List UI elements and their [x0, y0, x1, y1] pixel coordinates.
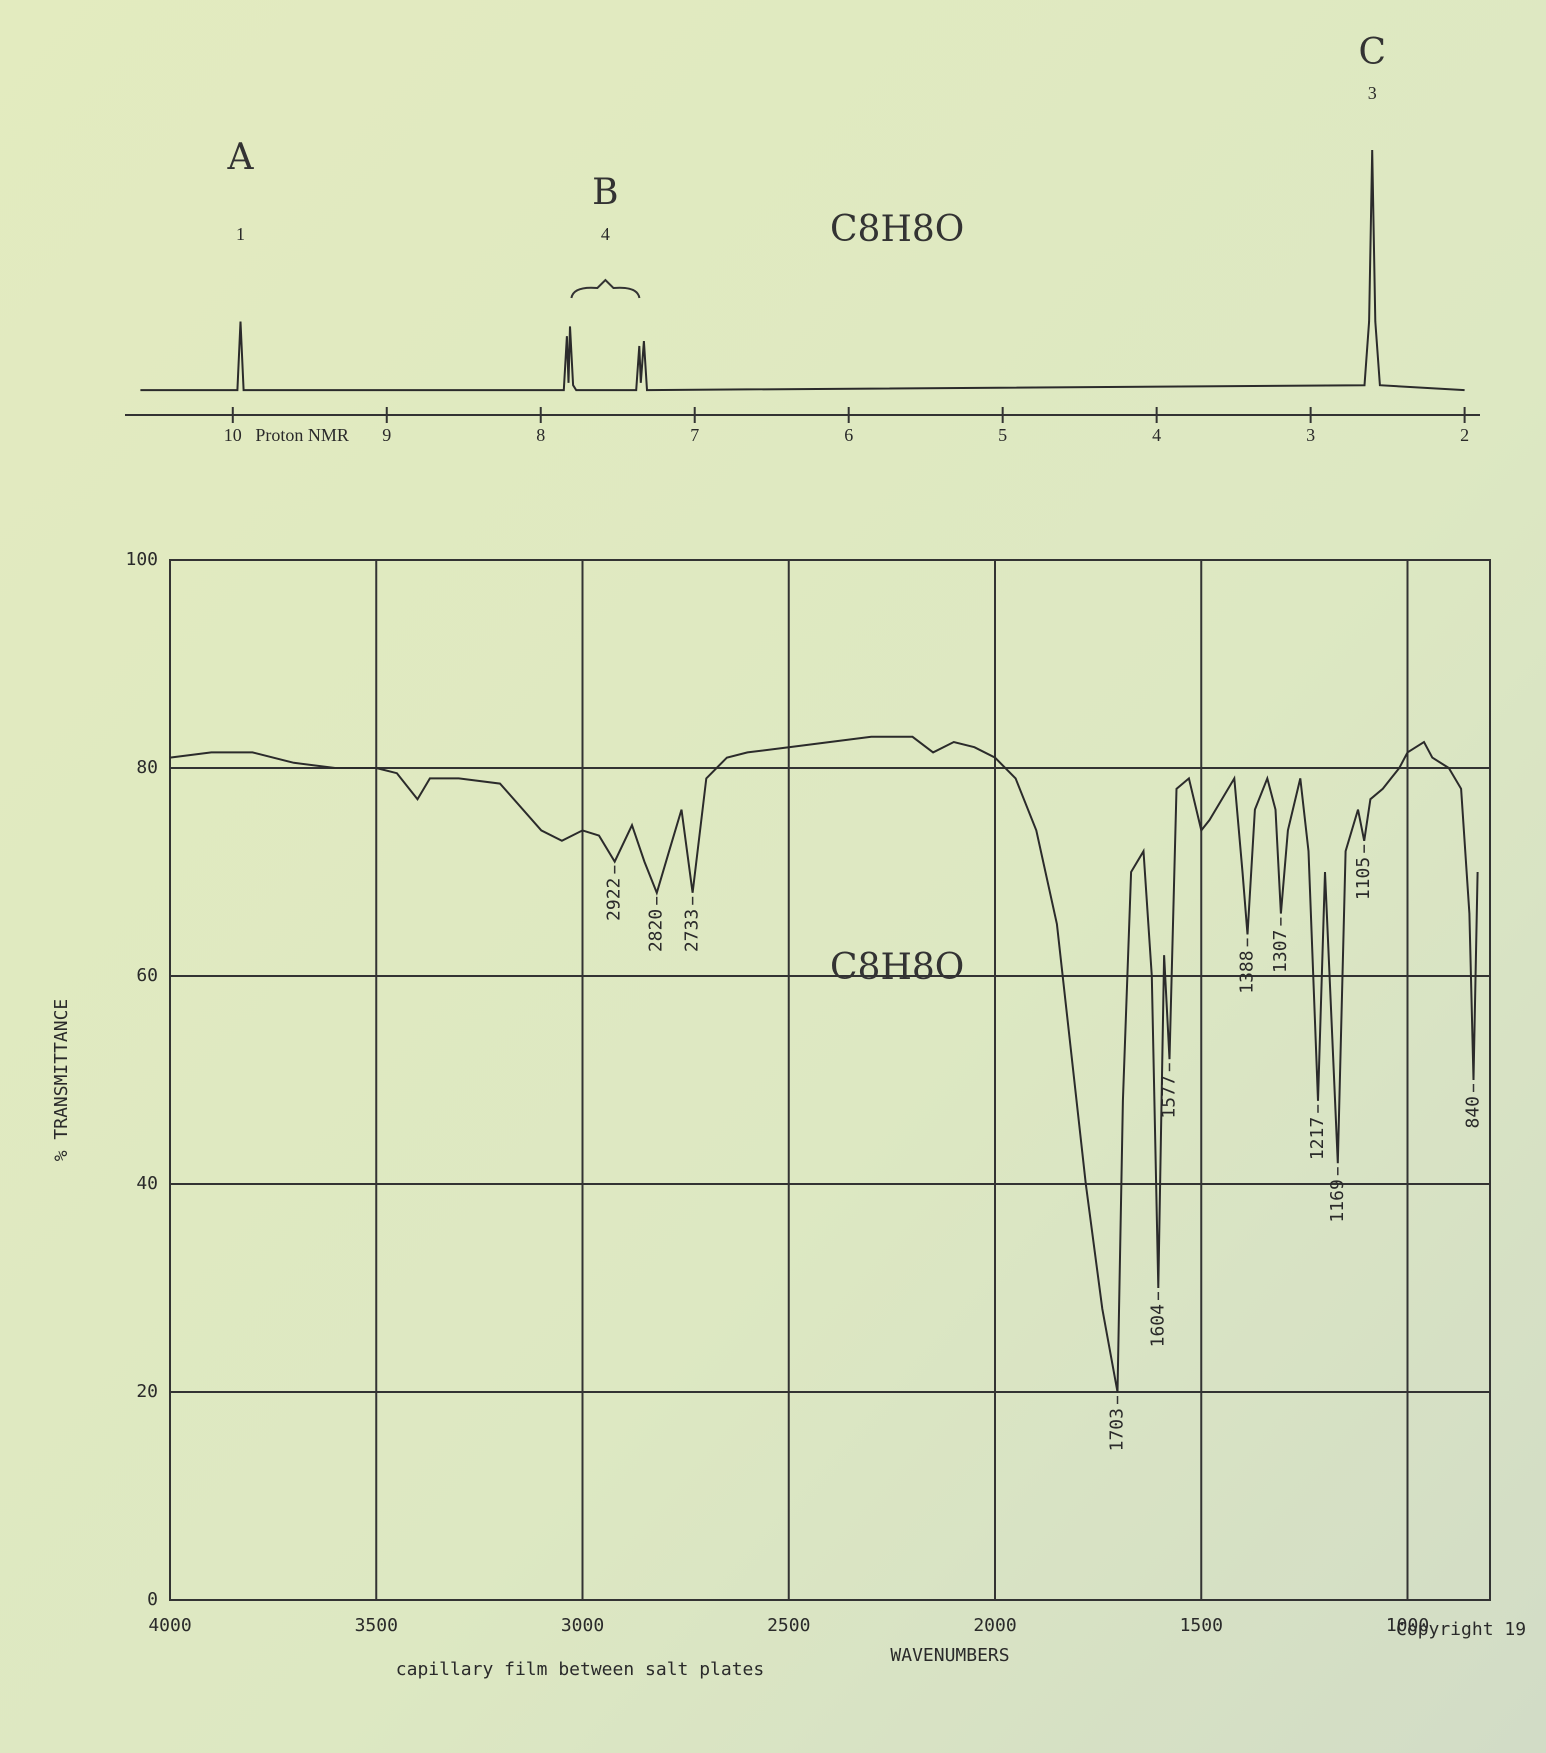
y-tick-label: 20: [136, 1381, 158, 1402]
copyright: Copyright 19: [1396, 1619, 1526, 1640]
y-tick-label: 100: [125, 549, 158, 570]
formula: C8H8O: [830, 209, 964, 250]
y-tick-label: 0: [147, 1589, 158, 1610]
peak-label: 1577: [1158, 1075, 1179, 1118]
peak-label: 2820: [646, 909, 667, 952]
x-axis-label: Proton NMR: [255, 425, 349, 445]
x-tick-label: 10: [224, 425, 242, 445]
x-tick-label: 3500: [355, 1615, 398, 1636]
peak-label: 2922: [604, 878, 625, 921]
peak-label: 1169: [1327, 1179, 1348, 1222]
y-tick-label: 60: [136, 965, 158, 986]
spectrum-line: [169, 735, 1479, 1393]
integration-label: 4: [601, 224, 610, 244]
peak-group-label: A: [226, 137, 254, 178]
peak-label: 1703: [1107, 1408, 1128, 1451]
integration-label: 3: [1368, 83, 1377, 103]
x-tick-label: 3000: [561, 1615, 604, 1636]
y-tick-label: 80: [136, 757, 158, 778]
integration-label: 1: [236, 224, 245, 244]
x-tick-label: 3: [1306, 425, 1315, 445]
peak-group-label: B: [592, 172, 618, 213]
peak-group-label: C: [1358, 32, 1386, 73]
x-tick-label: 7: [690, 425, 699, 445]
x-tick-label: 2: [1460, 425, 1469, 445]
peak-label: 1105: [1353, 857, 1374, 900]
x-tick-label: 1500: [1180, 1615, 1223, 1636]
x-tick-label: 1000: [1386, 1615, 1429, 1636]
note: capillary film between salt plates: [396, 1659, 764, 1680]
integration-brace: [570, 278, 641, 299]
peak-label: 1388: [1236, 950, 1257, 993]
peak-label: 1217: [1307, 1117, 1328, 1160]
peak-label: 840: [1463, 1096, 1484, 1129]
x-axis-label: WAVENUMBERS: [890, 1645, 1009, 1666]
x-tick-label: 4000: [148, 1615, 191, 1636]
x-tick-label: 4: [1152, 425, 1161, 445]
x-tick-label: 2000: [973, 1615, 1016, 1636]
x-tick-label: 8: [536, 425, 545, 445]
peak-label: 1604: [1147, 1304, 1168, 1347]
x-tick-label: 6: [844, 425, 853, 445]
peak-label: 1307: [1270, 930, 1291, 973]
x-tick-label: 2500: [767, 1615, 810, 1636]
formula: C8H8O: [830, 947, 964, 988]
spectrum-line: [140, 149, 1465, 392]
peak-label: 2733: [682, 909, 703, 952]
y-tick-label: 40: [136, 1173, 158, 1194]
x-tick-label: 5: [998, 425, 1007, 445]
y-axis-label: % TRANSMITTANCE: [51, 999, 72, 1162]
x-tick-label: 9: [382, 425, 391, 445]
